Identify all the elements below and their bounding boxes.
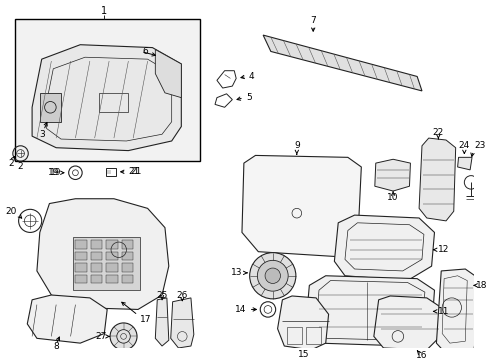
Text: 13: 13 [230,268,242,277]
Text: 12: 12 [437,245,449,254]
Bar [91,252,102,260]
Text: 22: 22 [432,128,443,137]
Bar [75,263,87,272]
Polygon shape [305,276,434,346]
Text: 11: 11 [437,307,449,316]
Text: 10: 10 [386,193,398,202]
Text: 21: 21 [130,167,142,176]
Text: 27: 27 [96,332,107,341]
Bar [122,263,133,272]
Text: 5: 5 [245,93,251,102]
Text: 19: 19 [49,168,61,177]
Polygon shape [155,50,181,98]
Bar [75,275,87,283]
Text: 21: 21 [128,167,140,176]
Bar [122,252,133,260]
Bar [75,252,87,260]
Bar [106,240,118,249]
Text: 9: 9 [293,141,299,150]
Bar [306,327,320,344]
Polygon shape [170,298,193,348]
Bar [106,168,116,176]
Text: 14: 14 [235,305,246,314]
Text: 2: 2 [18,162,23,171]
Bar [15,19,199,161]
Bar [72,237,140,290]
Bar [122,275,133,283]
Bar [91,275,102,283]
Text: 25: 25 [156,291,167,300]
Text: 23: 23 [473,141,485,150]
Polygon shape [242,156,361,256]
Polygon shape [155,298,168,346]
Bar [40,93,61,122]
Text: 16: 16 [415,351,427,360]
Bar [122,240,133,249]
Text: 2: 2 [8,159,14,168]
Bar [91,240,102,249]
Bar [106,263,118,272]
Text: 7: 7 [310,16,315,25]
Text: 20: 20 [5,207,17,216]
Polygon shape [374,159,409,191]
Bar [91,263,102,272]
Polygon shape [435,269,474,356]
Circle shape [257,260,287,291]
Polygon shape [457,157,471,170]
Bar [106,252,118,260]
Text: 1: 1 [101,6,107,16]
Polygon shape [263,35,421,91]
Text: 15: 15 [297,350,309,359]
Polygon shape [37,199,168,310]
Polygon shape [32,45,181,150]
Text: 26: 26 [176,291,187,300]
Text: 19: 19 [47,168,59,177]
Polygon shape [334,215,434,280]
Circle shape [264,268,280,283]
Text: 8: 8 [53,342,59,351]
Bar [75,240,87,249]
Polygon shape [373,296,440,350]
Text: 17: 17 [140,315,151,324]
Text: 18: 18 [475,281,487,290]
Circle shape [110,323,137,350]
Polygon shape [277,296,328,350]
Bar [286,327,301,344]
Text: 6: 6 [142,47,148,56]
Bar [106,275,118,283]
Polygon shape [27,295,107,343]
Text: 3: 3 [39,130,44,139]
Circle shape [249,253,295,299]
Text: 24: 24 [458,141,469,150]
Text: 4: 4 [248,72,254,81]
Bar [99,93,128,112]
Polygon shape [418,138,455,221]
